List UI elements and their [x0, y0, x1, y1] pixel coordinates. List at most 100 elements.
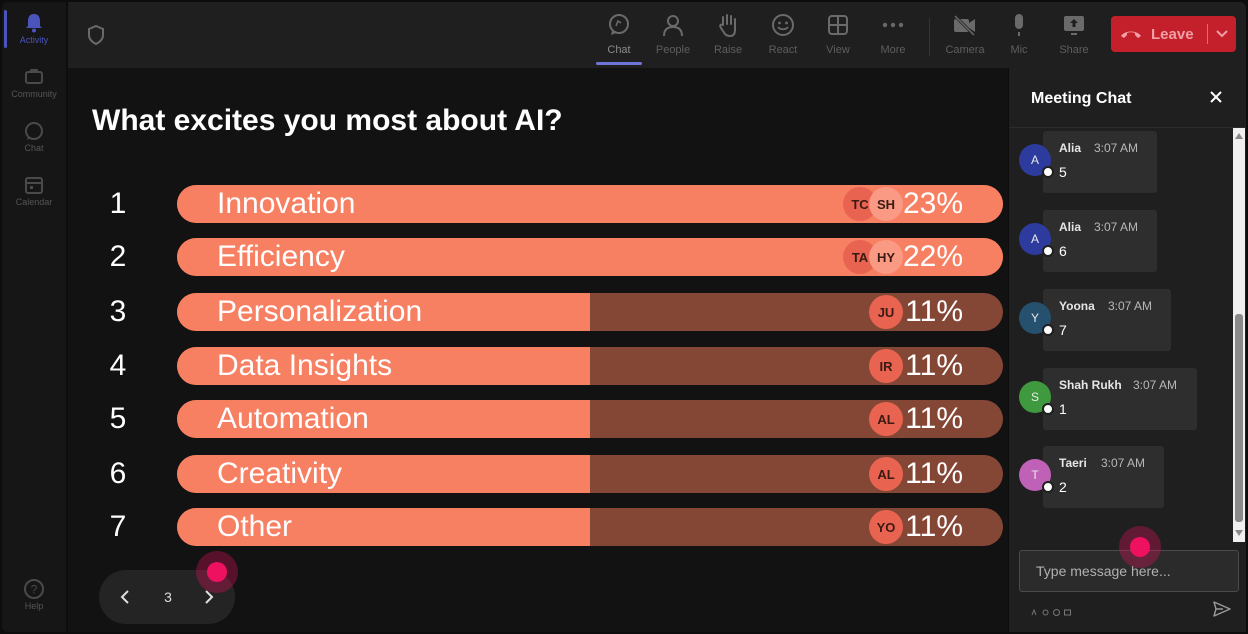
voter-avatar: HY	[869, 240, 903, 274]
chat-message: Alia 3:07 AM 6 A	[1009, 210, 1229, 272]
voter-avatar: YO	[869, 510, 903, 544]
active-tab-indicator	[596, 62, 642, 65]
option-percent: 11%	[905, 349, 963, 382]
leave-divider	[1207, 24, 1208, 44]
result-bar-fill	[177, 293, 590, 331]
scroll-up-arrow-icon[interactable]	[1234, 132, 1244, 140]
raise-hand-icon	[715, 12, 741, 38]
toolbar-raise-button[interactable]: Raise	[703, 12, 753, 64]
rail-item-help[interactable]: ? Help	[2, 578, 66, 628]
rail-item-community[interactable]: Community	[2, 66, 66, 116]
message-bubble: Alia 3:07 AM 6	[1043, 210, 1157, 272]
previous-page-button[interactable]	[113, 585, 137, 609]
chat-scrollbar[interactable]	[1233, 128, 1245, 542]
poll-results-panel: What excites you most about AI? 1 Innovat…	[68, 68, 1008, 632]
result-bar-fill	[177, 347, 590, 385]
format-icon[interactable]	[1031, 603, 1038, 616]
option-number: 1	[109, 187, 127, 220]
toolbar-button-label: Raise	[713, 44, 743, 56]
rail-item-activity[interactable]: Activity	[2, 12, 66, 62]
voter-avatar: SH	[869, 187, 903, 221]
toolbar-react-button[interactable]: React	[758, 12, 808, 64]
chat-message: Shah Rukh 3:07 AM 1 S	[1009, 368, 1229, 430]
poll-title: What excites you most about AI?	[92, 104, 563, 137]
chat-icon	[23, 120, 45, 142]
avatar[interactable]: Y	[1019, 302, 1051, 334]
toolbar-people-button[interactable]: People	[648, 12, 698, 64]
community-icon	[23, 66, 45, 88]
toolbar-view-button[interactable]: View	[813, 12, 863, 64]
rail-item-chat[interactable]: Chat	[2, 120, 66, 170]
toolbar-button-label: Camera	[945, 44, 985, 56]
help-icon: ?	[23, 578, 45, 600]
toolbar-chat-button[interactable]: Chat	[594, 12, 644, 64]
toolbar-button-label: People	[655, 44, 691, 56]
option-percent: 22%	[902, 240, 963, 273]
grid-view-icon	[825, 12, 851, 38]
rail-item-calendar[interactable]: Calendar	[2, 174, 66, 224]
next-page-button[interactable]	[197, 585, 221, 609]
chat-message: Alia 3:07 AM 5 A	[1009, 131, 1229, 193]
poll-option-row: 3 Personalization JU 11%	[68, 293, 1008, 331]
option-number: 7	[109, 510, 127, 543]
option-percent: 11%	[905, 457, 963, 490]
share-icon	[1061, 12, 1087, 38]
gif-icon[interactable]	[1064, 603, 1071, 616]
option-percent: 23%	[902, 187, 963, 220]
chat-message: Yoona 3:07 AM 7 Y	[1009, 289, 1229, 351]
scrollbar-thumb[interactable]	[1235, 314, 1243, 522]
chat-panel-title: Meeting Chat	[1031, 90, 1132, 107]
chevron-down-icon[interactable]	[1213, 24, 1231, 44]
message-text: 6	[1059, 243, 1067, 259]
toolbar-separator	[929, 18, 930, 56]
toolbar-button-label: Mic	[1010, 44, 1028, 56]
people-icon	[660, 12, 686, 38]
rail-active-indicator	[4, 10, 7, 48]
option-percent: 11%	[905, 295, 963, 328]
toolbar-camera-button[interactable]: Camera	[940, 12, 990, 64]
message-timestamp: 3:07 AM	[1094, 220, 1139, 234]
poll-option-row: 4 Data Insights IR 11%	[68, 347, 1008, 385]
presence-status-icon	[1042, 324, 1054, 336]
message-bubble: Yoona 3:07 AM 7	[1043, 289, 1171, 351]
message-text: 7	[1059, 322, 1067, 338]
result-bar: Creativity AL 11%	[177, 455, 1003, 493]
close-icon[interactable]	[1207, 88, 1225, 106]
option-label: Other	[217, 510, 293, 543]
send-icon[interactable]	[1211, 598, 1233, 620]
message-text: 2	[1059, 479, 1067, 495]
message-text: 5	[1059, 164, 1067, 180]
sender-name: Alia	[1059, 220, 1082, 234]
smiley-icon	[770, 12, 796, 38]
toolbar-mic-button[interactable]: Mic	[994, 12, 1044, 64]
result-bar: Personalization JU 11%	[177, 293, 1003, 331]
toolbar-more-button[interactable]: More	[868, 12, 918, 64]
poll-option-row: 1 Innovation TC SH 23%	[68, 185, 1008, 223]
scroll-down-arrow-icon[interactable]	[1234, 529, 1244, 537]
toolbar-share-button[interactable]: Share	[1049, 12, 1099, 64]
meeting-chat-panel: Meeting Chat Alia 3:07 AM 5 A Alia 3:07 AM 6 A Y…	[1009, 68, 1246, 632]
click-indicator	[196, 551, 238, 593]
message-timestamp: 3:07 AM	[1101, 456, 1146, 470]
leave-button[interactable]: Leave	[1111, 16, 1236, 52]
chat-icon	[606, 12, 632, 38]
rail-help-label: Help	[24, 601, 44, 611]
emoji-icon[interactable]	[1053, 603, 1060, 616]
toolbar-button-label: More	[880, 44, 906, 56]
result-bar-fill	[177, 400, 590, 438]
result-bar: Efficiency TA HY 22%	[177, 238, 1003, 276]
hang-up-icon	[1111, 28, 1151, 40]
message-bubble: Alia 3:07 AM 5	[1043, 131, 1157, 193]
result-bar: Automation AL 11%	[177, 400, 1003, 438]
voter-avatar: IR	[869, 349, 903, 383]
rail-item-label: Community	[11, 89, 57, 99]
message-timestamp: 3:07 AM	[1108, 299, 1153, 313]
chat-message-input[interactable]	[1019, 550, 1239, 592]
message-bubble: Shah Rukh 3:07 AM 1	[1043, 368, 1197, 430]
attach-icon[interactable]	[1042, 603, 1049, 616]
toolbar-button-label: Share	[1059, 44, 1089, 56]
format-toolbar	[1031, 603, 1071, 616]
result-bar: Other YO 11%	[177, 508, 1003, 546]
shield-icon[interactable]	[86, 24, 106, 46]
option-label: Data Insights	[217, 349, 393, 382]
